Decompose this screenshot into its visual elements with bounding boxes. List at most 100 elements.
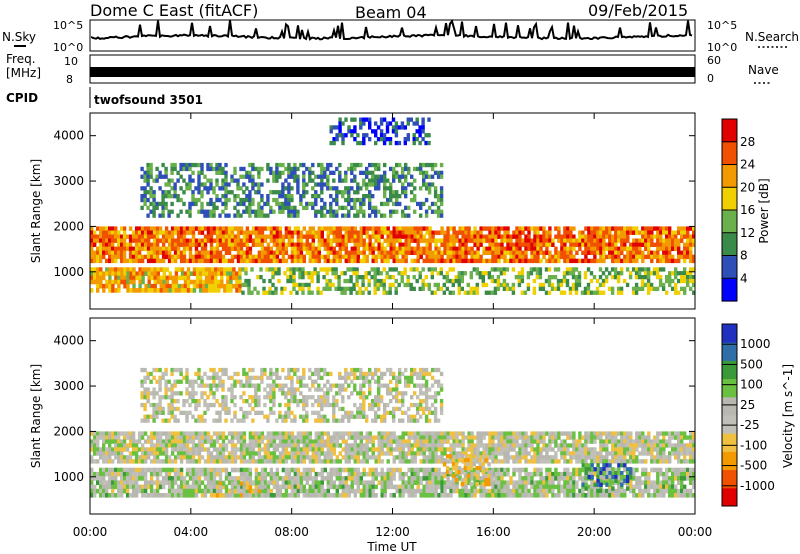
- heatmap-cell: [503, 254, 507, 260]
- heatmap-cell: [616, 278, 621, 284]
- heatmap-cell: [680, 271, 684, 276]
- heatmap-cell: [637, 267, 642, 272]
- heatmap-cell: [314, 459, 318, 464]
- heatmap-cell: [419, 447, 423, 452]
- heatmap-cell: [677, 443, 681, 448]
- heatmap-cell: [329, 125, 333, 130]
- heatmap-cell: [578, 447, 582, 452]
- heatmap-cell: [298, 286, 302, 291]
- heatmap-cell: [302, 246, 306, 251]
- heatmap-cell: [137, 250, 142, 255]
- heatmap-cell: [530, 250, 534, 255]
- heatmap-cell: [368, 125, 372, 130]
- heatmap-cell: [114, 443, 118, 448]
- heatmap-cell: [170, 488, 175, 494]
- heatmap-cell: [365, 431, 369, 436]
- heatmap-cell: [272, 435, 277, 440]
- heatmap-cell: [159, 279, 163, 285]
- heatmap-cell: [425, 447, 429, 452]
- heatmap-cell: [149, 166, 153, 172]
- heatmap-cell: [547, 290, 552, 295]
- heatmap-cell: [146, 439, 151, 444]
- heatmap-cell: [129, 279, 133, 285]
- heatmap-cell: [209, 435, 214, 440]
- heatmap-cell: [335, 209, 339, 214]
- heatmap-cell: [254, 480, 259, 485]
- heatmap-cell: [108, 471, 112, 477]
- heatmap-cell: [290, 209, 294, 214]
- heatmap-cell: [162, 271, 166, 276]
- heatmap-cell: [539, 431, 543, 436]
- colorbar-tick-label: 24: [740, 158, 755, 172]
- heatmap-cell: [176, 484, 181, 490]
- heatmap-cell: [239, 484, 244, 490]
- heatmap-cell: [99, 230, 103, 235]
- heatmap-cell: [427, 282, 431, 288]
- heatmap-cell: [212, 166, 216, 172]
- heatmap-region: [329, 117, 431, 146]
- heatmap-cell: [311, 443, 315, 448]
- heatmap-cell: [416, 431, 420, 436]
- heatmap-cell: [161, 238, 166, 243]
- heatmap-cell: [374, 447, 378, 452]
- heatmap-cell: [689, 254, 693, 260]
- heatmap-cell: [455, 443, 459, 448]
- heatmap-cell: [293, 459, 298, 464]
- heatmap-cell: [122, 238, 127, 243]
- heatmap-cell: [584, 254, 588, 260]
- heatmap-cell: [311, 250, 315, 255]
- heatmap-cell: [108, 455, 112, 460]
- heatmap-cell: [158, 226, 163, 231]
- heatmap-cell: [155, 471, 160, 477]
- heatmap-cell: [266, 439, 271, 444]
- heatmap-cell: [275, 447, 280, 452]
- heatmap-cell: [542, 254, 546, 260]
- heatmap-cell: [353, 258, 357, 264]
- heatmap-cell: [102, 230, 106, 235]
- heatmap-cell: [536, 443, 540, 448]
- heatmap-cell: [500, 451, 504, 456]
- heatmap-cell: [218, 459, 223, 464]
- heatmap-cell: [277, 271, 281, 276]
- heatmap-cell: [134, 451, 139, 456]
- heatmap-cell: [230, 431, 235, 436]
- heatmap-cell: [481, 282, 485, 288]
- heatmap-cell: [347, 190, 351, 195]
- heatmap-cell: [281, 209, 285, 214]
- heatmap-cell: [335, 254, 339, 260]
- heatmap-cell: [174, 288, 179, 293]
- heatmap-cell: [419, 451, 423, 456]
- heatmap-cell: [635, 431, 639, 436]
- heatmap-cell: [251, 201, 255, 207]
- heatmap-cell: [587, 439, 591, 444]
- heatmap-cell: [299, 246, 304, 251]
- heatmap-cell: [566, 459, 570, 464]
- heatmap-cell: [230, 493, 235, 498]
- heatmap-cell: [290, 250, 295, 255]
- heatmap-cell: [500, 447, 504, 452]
- heatmap-cell: [90, 484, 94, 490]
- heatmap-cell: [536, 242, 540, 247]
- heatmap-cell: [179, 162, 183, 168]
- heatmap-cell: [143, 178, 147, 183]
- heatmap-cell: [352, 271, 356, 276]
- heatmap-cell: [102, 275, 106, 281]
- heatmap-cell: [176, 238, 181, 243]
- heatmap-cell: [149, 242, 154, 247]
- heatmap-cell: [326, 166, 330, 172]
- heatmap-cell: [236, 435, 241, 440]
- heatmap-cell: [635, 447, 639, 452]
- heatmap-cell: [647, 226, 651, 231]
- heatmap-cell: [114, 439, 118, 444]
- heatmap-cell: [281, 250, 286, 255]
- heatmap-cell: [338, 246, 342, 251]
- heatmap-cell: [230, 178, 234, 183]
- heatmap-cell: [90, 230, 94, 235]
- heatmap-cell: [596, 459, 600, 464]
- heatmap-cell: [120, 275, 124, 281]
- heatmap-cell: [217, 271, 221, 276]
- heatmap-cell: [401, 459, 405, 464]
- heatmap-cell: [419, 238, 423, 243]
- heatmap-cell: [167, 435, 172, 440]
- heatmap-cell: [108, 242, 112, 247]
